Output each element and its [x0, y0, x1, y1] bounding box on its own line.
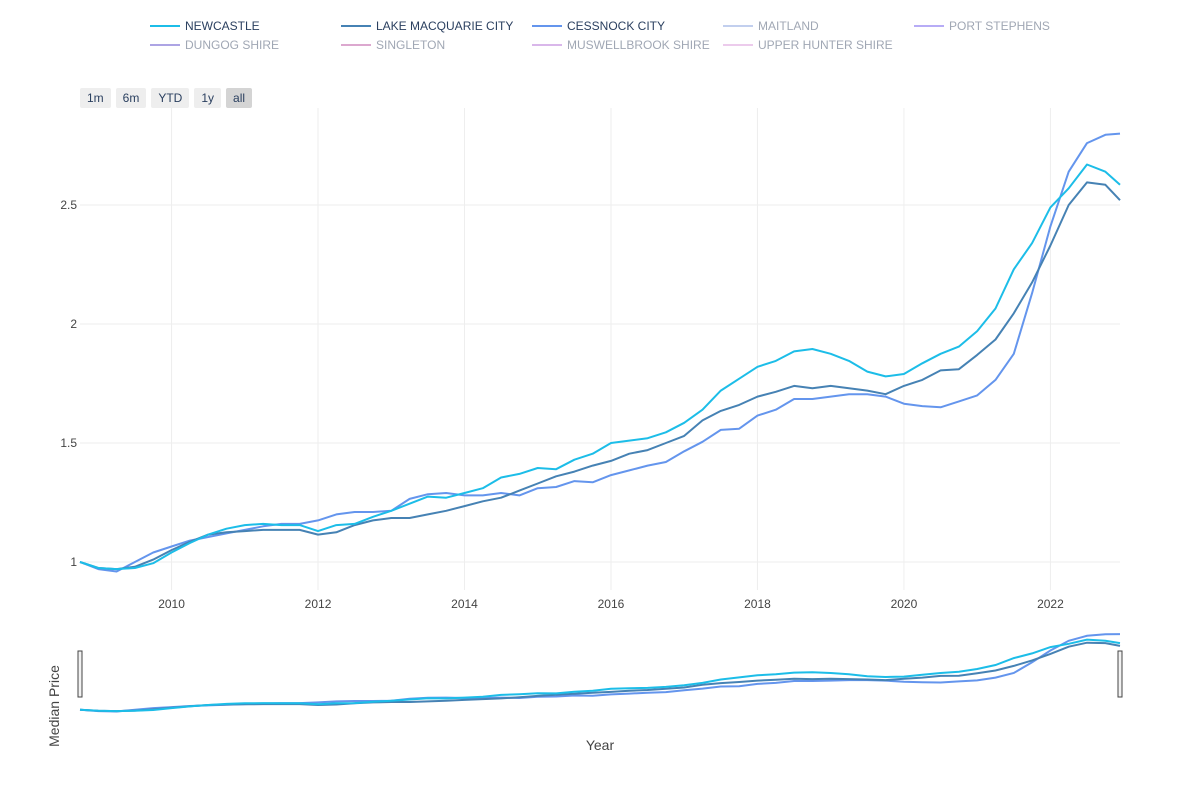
legend-item-lake-macquarie-city[interactable]: LAKE MACQUARIE CITY	[341, 17, 513, 35]
y-tick-label: 2	[70, 317, 77, 331]
series-line-lake-macquarie-city[interactable]	[79, 181, 1121, 571]
legend-item-cessnock-city[interactable]: CESSNOCK CITY	[532, 17, 665, 35]
legend-swatch	[914, 25, 944, 27]
x-tick-label: 2020	[891, 597, 918, 611]
legend-swatch	[150, 44, 180, 46]
series-line-newcastle[interactable]	[79, 163, 1121, 571]
y-axis-title: Median Price	[46, 665, 62, 747]
range-button-6m[interactable]: 6m	[115, 88, 147, 108]
range-button-ytd[interactable]: YTD	[151, 88, 190, 108]
legend-label: SINGLETON	[376, 38, 446, 52]
range-slider-series	[79, 641, 1121, 713]
legend-swatch	[150, 25, 180, 27]
range-slider	[77, 629, 1123, 719]
legend: NEWCASTLE LAKE MACQUARIE CITY CESSNOCK CIT…	[150, 17, 1150, 57]
legend-swatch	[341, 25, 371, 27]
range-button-1m[interactable]: 1m	[80, 88, 111, 108]
range-slider-series	[79, 633, 1121, 713]
legend-label: NEWCASTLE	[185, 19, 260, 33]
range-slider-right-handle[interactable]	[1117, 650, 1123, 698]
legend-item-upper-hunter-shire[interactable]: UPPER HUNTER SHIRE	[723, 36, 893, 54]
x-tick-label: 2022	[1037, 597, 1064, 611]
range-slider-left-handle[interactable]	[77, 650, 83, 698]
legend-item-newcastle[interactable]: NEWCASTLE	[150, 17, 260, 35]
x-ticks: 2010 2012 2014 2016 2018 2020 2022	[158, 597, 1064, 611]
x-tick-label: 2018	[744, 597, 771, 611]
legend-item-port-stephens[interactable]: PORT STEPHENS	[914, 17, 1050, 35]
range-selector: 1m 6m YTD 1y all	[80, 88, 253, 108]
x-tick-label: 2014	[451, 597, 478, 611]
legend-label: DUNGOG SHIRE	[185, 38, 280, 52]
legend-item-muswellbrook-shire[interactable]: MUSWELLBROOK SHIRE	[532, 36, 710, 54]
range-button-1y[interactable]: 1y	[194, 88, 222, 108]
series-lines	[79, 132, 1121, 573]
series-line-cessnock-city[interactable]	[79, 132, 1121, 573]
legend-swatch	[723, 25, 753, 27]
legend-label: PORT STEPHENS	[949, 19, 1050, 33]
x-tick-label: 2012	[305, 597, 332, 611]
y-tick-label: 1.5	[60, 436, 77, 450]
legend-label: MAITLAND	[758, 19, 819, 33]
legend-swatch	[341, 44, 371, 46]
legend-swatch	[532, 44, 562, 46]
grid	[80, 108, 1120, 590]
x-axis-title: Year	[585, 737, 615, 753]
legend-label: CESSNOCK CITY	[567, 19, 666, 33]
x-tick-label: 2010	[158, 597, 185, 611]
legend-label: LAKE MACQUARIE CITY	[376, 19, 514, 33]
legend-swatch	[723, 44, 753, 46]
legend-item-maitland[interactable]: MAITLAND	[723, 17, 819, 35]
legend-label: MUSWELLBROOK SHIRE	[567, 38, 710, 52]
range-slider-bg[interactable]	[79, 629, 1121, 719]
y-tick-label: 2.5	[60, 198, 77, 212]
y-ticks: 1 1.5 2 2.5	[60, 198, 77, 569]
range-button-all[interactable]: all	[226, 88, 253, 108]
legend-item-dungog-shire[interactable]: DUNGOG SHIRE	[150, 36, 279, 54]
legend-item-singleton[interactable]: SINGLETON	[341, 36, 445, 54]
range-slider-series	[79, 638, 1121, 713]
x-tick-label: 2016	[598, 597, 625, 611]
legend-label: UPPER HUNTER SHIRE	[758, 38, 893, 52]
y-tick-label: 1	[70, 555, 77, 569]
legend-swatch	[532, 25, 562, 27]
